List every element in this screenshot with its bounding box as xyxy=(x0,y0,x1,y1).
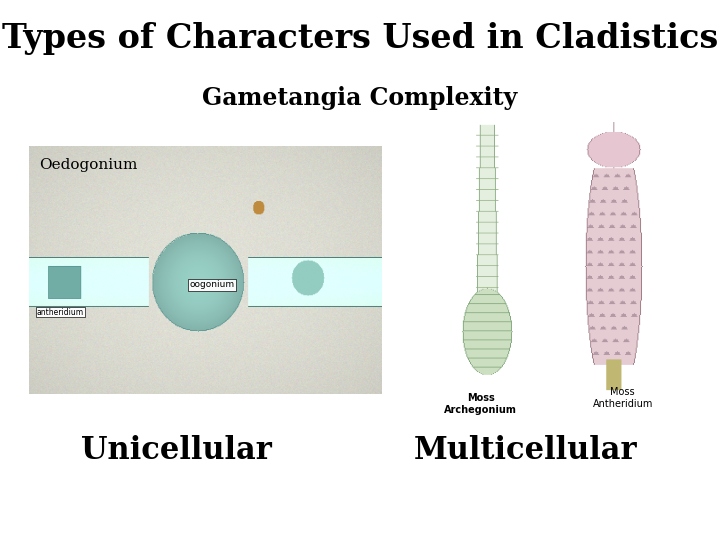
Text: Gametangia Complexity: Gametangia Complexity xyxy=(202,86,518,110)
Text: Unicellular: Unicellular xyxy=(81,435,272,465)
Text: Multicellular: Multicellular xyxy=(414,435,637,465)
Text: oogonium: oogonium xyxy=(189,280,235,289)
Text: Moss
Archegonium: Moss Archegonium xyxy=(444,394,517,415)
Text: Moss
Antheridium: Moss Antheridium xyxy=(593,387,653,409)
Text: Oedogonium: Oedogonium xyxy=(40,158,138,172)
Text: antheridium: antheridium xyxy=(37,308,84,317)
Text: Types of Characters Used in Cladistics: Types of Characters Used in Cladistics xyxy=(2,22,718,55)
